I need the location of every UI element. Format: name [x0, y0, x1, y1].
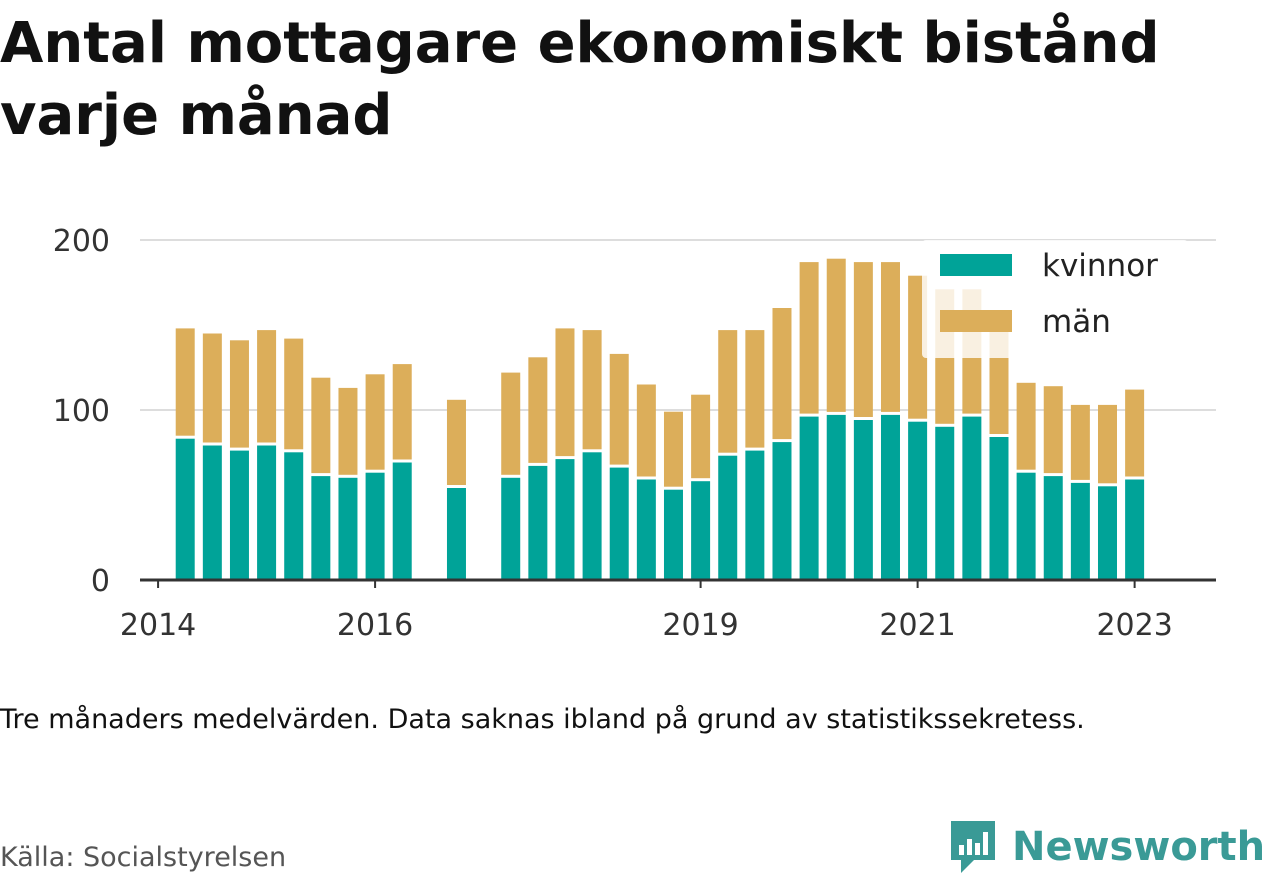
bar-kvinnor — [229, 450, 249, 580]
bar-kvinnor — [528, 465, 548, 580]
x-tick-label: 2021 — [879, 608, 955, 643]
bar-kvinnor — [1043, 476, 1063, 580]
bar-man — [202, 333, 222, 443]
newsworthy-logo-icon — [951, 821, 995, 873]
bar-man — [799, 262, 819, 414]
legend: kvinnor män — [922, 240, 1188, 358]
axes: 0 100 200 2014 2016 2019 2021 2023 — [53, 224, 1216, 643]
bar-kvinnor — [175, 438, 195, 580]
source-label: Källa: Socialstyrelsen — [0, 842, 287, 873]
bars — [175, 258, 1145, 580]
bar-man — [311, 377, 331, 474]
bar-man — [257, 330, 277, 443]
bar-man — [175, 328, 195, 436]
bar-kvinnor — [853, 420, 873, 580]
bar-kvinnor — [311, 476, 331, 580]
bar-kvinnor — [799, 416, 819, 580]
y-tick-label: 100 — [53, 394, 110, 429]
bar-man — [718, 330, 738, 453]
bar-kvinnor — [365, 472, 385, 580]
bar-man — [528, 357, 548, 463]
bar-man — [636, 384, 656, 477]
chart: 0 100 200 2014 2016 2019 2021 2023 kvinnor män — [53, 224, 1216, 643]
bar-kvinnor — [772, 442, 792, 580]
bar-kvinnor — [962, 416, 982, 580]
chart-title: Antal mottagare ekonomiskt bistånd varje… — [0, 11, 1160, 148]
bar-kvinnor — [1016, 472, 1036, 580]
bar-kvinnor — [880, 414, 900, 580]
bar-man — [392, 364, 412, 460]
bar-kvinnor — [582, 452, 602, 580]
bar-kvinnor — [555, 459, 575, 580]
bar-kvinnor — [826, 414, 846, 580]
bar-kvinnor — [663, 489, 683, 580]
bar-kvinnor — [908, 421, 928, 580]
bar-kvinnor — [718, 455, 738, 580]
bar-kvinnor — [257, 445, 277, 580]
y-tick-label: 200 — [53, 224, 110, 259]
bar-kvinnor — [501, 477, 521, 580]
bar-kvinnor — [1097, 486, 1117, 580]
bar-kvinnor — [745, 450, 765, 580]
bar-man — [745, 330, 765, 448]
bar-man — [1070, 404, 1090, 480]
bar-man — [691, 394, 711, 479]
bar-man — [555, 328, 575, 457]
bar-man — [663, 411, 683, 487]
bar-kvinnor — [446, 488, 466, 580]
bar-man — [772, 308, 792, 440]
bar-kvinnor — [691, 481, 711, 580]
bar-kvinnor — [284, 452, 304, 580]
y-tick-label: 0 — [91, 564, 110, 599]
chart-note: Tre månaders medelvärden. Data saknas ib… — [0, 704, 1085, 735]
bar-kvinnor — [1070, 482, 1090, 580]
bar-man — [826, 258, 846, 412]
bar-man — [229, 340, 249, 448]
bar-man — [1043, 386, 1063, 474]
legend-swatch-kvinnor — [940, 254, 1012, 276]
bar-man — [582, 330, 602, 450]
legend-label-kvinnor: kvinnor — [1042, 248, 1158, 284]
brand-name: Newsworthy — [1012, 824, 1262, 870]
bar-man — [1125, 389, 1145, 477]
bar-man — [853, 262, 873, 417]
legend-swatch-man — [940, 310, 1012, 332]
x-tick-label: 2016 — [337, 608, 413, 643]
bar-kvinnor — [1125, 479, 1145, 580]
bar-kvinnor — [609, 467, 629, 580]
bar-man — [880, 262, 900, 412]
bar-kvinnor — [935, 426, 955, 580]
newsworthy-logo: Newsworthy — [948, 818, 1262, 876]
bar-man — [609, 353, 629, 465]
bar-kvinnor — [636, 479, 656, 580]
bar-man — [1097, 404, 1117, 484]
bar-man — [501, 372, 521, 475]
bar-man — [284, 338, 304, 450]
bar-kvinnor — [989, 437, 1009, 580]
x-tick-label: 2014 — [120, 608, 196, 643]
bar-man — [1016, 382, 1036, 470]
bar-man — [446, 399, 466, 485]
bar-man — [365, 374, 385, 470]
x-tick-label: 2023 — [1096, 608, 1172, 643]
bar-kvinnor — [338, 477, 358, 580]
x-tick-label: 2019 — [662, 608, 738, 643]
bar-man — [338, 387, 358, 475]
bar-kvinnor — [202, 445, 222, 580]
legend-label-man: män — [1042, 304, 1111, 340]
bar-kvinnor — [392, 462, 412, 580]
